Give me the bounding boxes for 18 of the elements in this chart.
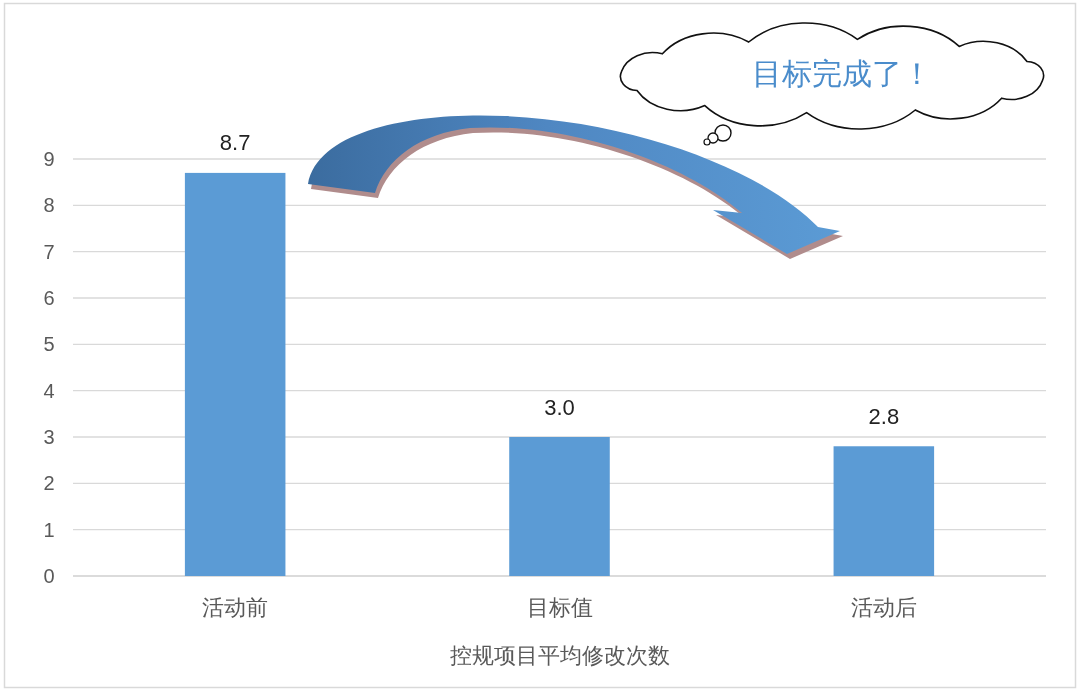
y-tick-label: 9: [43, 148, 55, 170]
x-tick-label: 活动前: [202, 594, 269, 620]
y-tick-label: 6: [43, 287, 55, 309]
y-tick-label: 0: [43, 565, 55, 587]
y-tick-label: 8: [43, 194, 55, 217]
x-tick-label: 目标值: [526, 594, 593, 620]
y-tick-label: 2: [43, 472, 55, 495]
data-label: 3.0: [544, 394, 575, 420]
y-tick-label: 7: [43, 240, 55, 263]
y-tick-label: 3: [43, 426, 55, 448]
y-tick-label: 4: [43, 379, 55, 402]
y-tick-label: 1: [43, 518, 55, 541]
data-label: 8.7: [219, 130, 251, 156]
data-label: 2.8: [868, 403, 900, 429]
annotation: 目标完成了！: [752, 56, 932, 90]
y-tick-label: 5: [43, 333, 55, 356]
x-tick-label: 活动后: [850, 594, 917, 620]
x-axis-title: 控规项目平均修改次数: [449, 642, 670, 668]
